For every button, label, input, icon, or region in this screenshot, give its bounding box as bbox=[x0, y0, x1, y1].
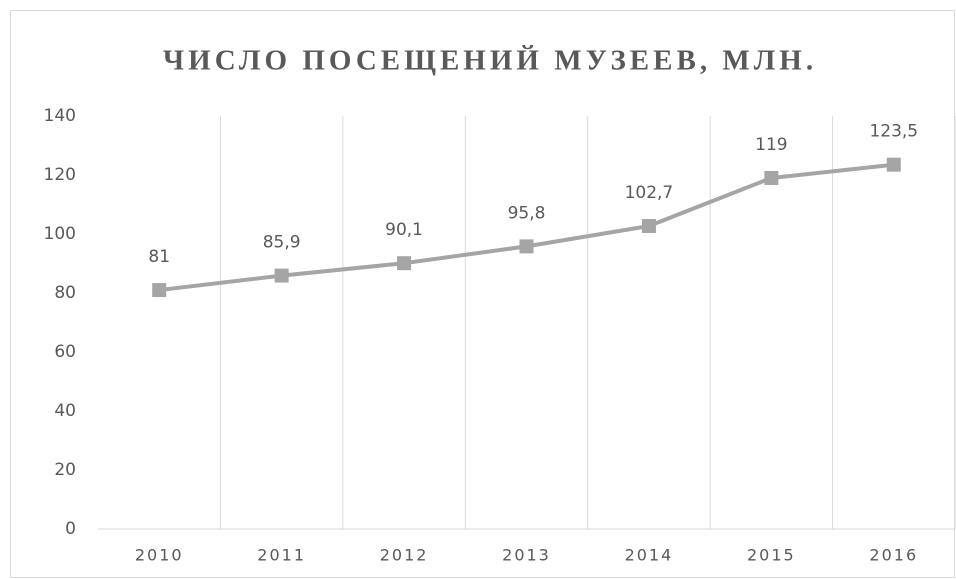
marker bbox=[641, 219, 656, 234]
data-label: 95,8 bbox=[508, 203, 546, 223]
y-tick-label: 0 bbox=[65, 519, 76, 539]
data-label: 102,7 bbox=[625, 183, 674, 203]
y-tick-label: 40 bbox=[54, 401, 76, 421]
marker bbox=[764, 170, 779, 185]
chart-title: ЧИСЛО ПОСЕЩЕНИЙ МУЗЕЕВ, МЛН. bbox=[163, 44, 817, 77]
data-label: 123,5 bbox=[869, 122, 918, 142]
x-tick-label: 2015 bbox=[747, 546, 796, 565]
y-tick-label: 120 bbox=[44, 165, 76, 185]
marker bbox=[397, 256, 412, 271]
y-tick-label: 20 bbox=[54, 460, 76, 480]
y-tick-label: 80 bbox=[54, 283, 76, 303]
x-tick-label: 2014 bbox=[625, 546, 674, 565]
x-tick-label: 2010 bbox=[135, 546, 184, 565]
marker bbox=[886, 157, 901, 172]
x-tick-label: 2013 bbox=[502, 546, 551, 565]
data-label: 90,1 bbox=[385, 220, 423, 240]
data-label: 119 bbox=[755, 135, 787, 155]
marker bbox=[274, 268, 289, 283]
chart-border bbox=[10, 10, 955, 578]
y-tick-label: 60 bbox=[54, 342, 76, 362]
x-tick-label: 2011 bbox=[257, 546, 306, 565]
marker bbox=[152, 283, 167, 298]
x-tick-label: 2016 bbox=[869, 546, 918, 565]
y-tick-label: 100 bbox=[44, 224, 76, 244]
data-label: 85,9 bbox=[263, 233, 301, 253]
data-label: 81 bbox=[148, 247, 170, 267]
marker bbox=[519, 239, 534, 254]
y-tick-label: 140 bbox=[44, 106, 76, 126]
x-tick-label: 2012 bbox=[380, 546, 429, 565]
